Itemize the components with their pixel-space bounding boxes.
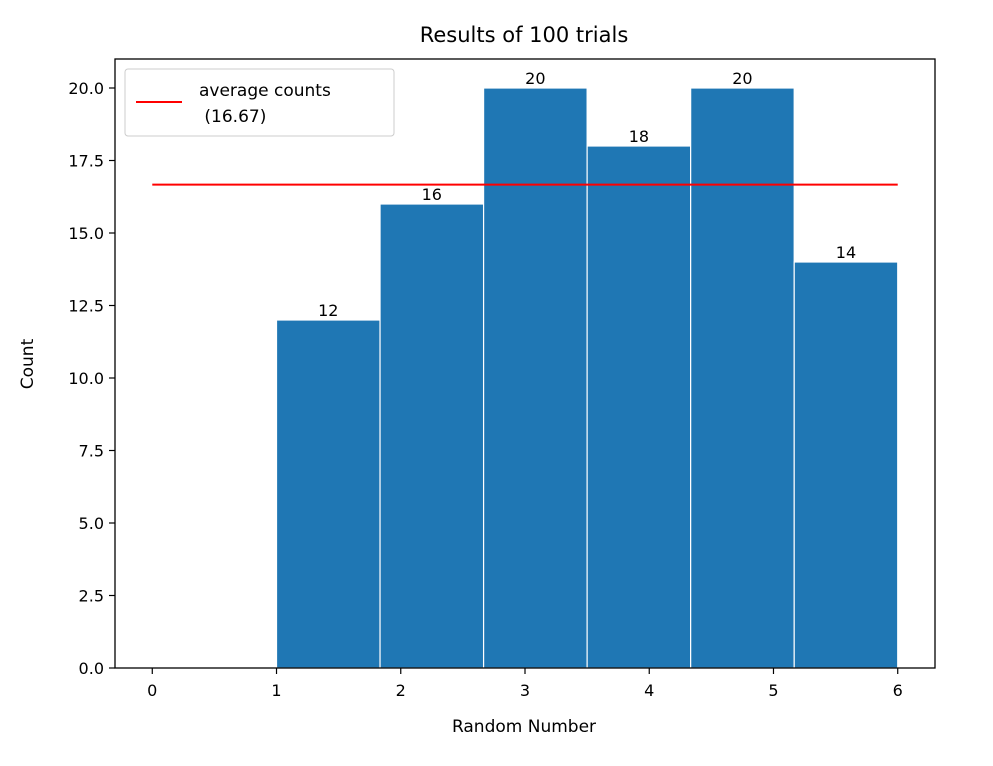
y-tick-label: 15.0 xyxy=(68,224,104,243)
legend-box xyxy=(124,68,395,137)
x-tick-label: 1 xyxy=(271,681,281,700)
y-tick-label: 10.0 xyxy=(68,369,104,388)
y-axis-label: Count xyxy=(18,338,38,389)
x-tick-label: 2 xyxy=(396,681,406,700)
x-axis-label: Random Number xyxy=(452,717,596,737)
bar xyxy=(275,319,381,669)
x-tick-label: 4 xyxy=(644,681,654,700)
legend-label-value: (16.67) xyxy=(199,107,266,127)
x-tick-label: 6 xyxy=(893,681,903,700)
bar xyxy=(482,87,588,669)
bar xyxy=(690,87,795,669)
bar-value-label: 20 xyxy=(525,69,545,88)
bar-value-label: 12 xyxy=(318,301,338,320)
legend-label: average counts xyxy=(199,81,331,101)
bar-value-label: 16 xyxy=(422,185,442,204)
y-tick-label: 2.5 xyxy=(79,587,104,606)
y-tick-label: 17.5 xyxy=(68,152,104,171)
y-tick-label: 0.0 xyxy=(79,659,104,678)
bar-value-label: 14 xyxy=(836,243,856,262)
bar xyxy=(586,145,692,669)
legend: average counts (16.67) xyxy=(124,68,395,137)
x-tick-label: 3 xyxy=(520,681,530,700)
bar-value-label: 18 xyxy=(629,127,649,146)
bar-labels-layer: 12 16 20 18 20 14 xyxy=(318,69,856,320)
x-tick-label: 5 xyxy=(768,681,778,700)
bar-value-label: 20 xyxy=(732,69,752,88)
y-tick-label: 20.0 xyxy=(68,79,104,98)
bars-layer xyxy=(275,87,899,669)
chart-title: Results of 100 trials xyxy=(420,23,629,47)
y-tick-label: 12.5 xyxy=(68,297,104,316)
bar xyxy=(379,203,485,669)
y-tick-label: 7.5 xyxy=(79,442,104,461)
ticks-layer: 0 1 2 3 4 5 60.02.55.07.510.012.515.017.520.0 xyxy=(68,79,902,700)
x-tick-label: 0 xyxy=(147,681,157,700)
y-tick-label: 5.0 xyxy=(79,514,104,533)
bar xyxy=(793,261,899,669)
